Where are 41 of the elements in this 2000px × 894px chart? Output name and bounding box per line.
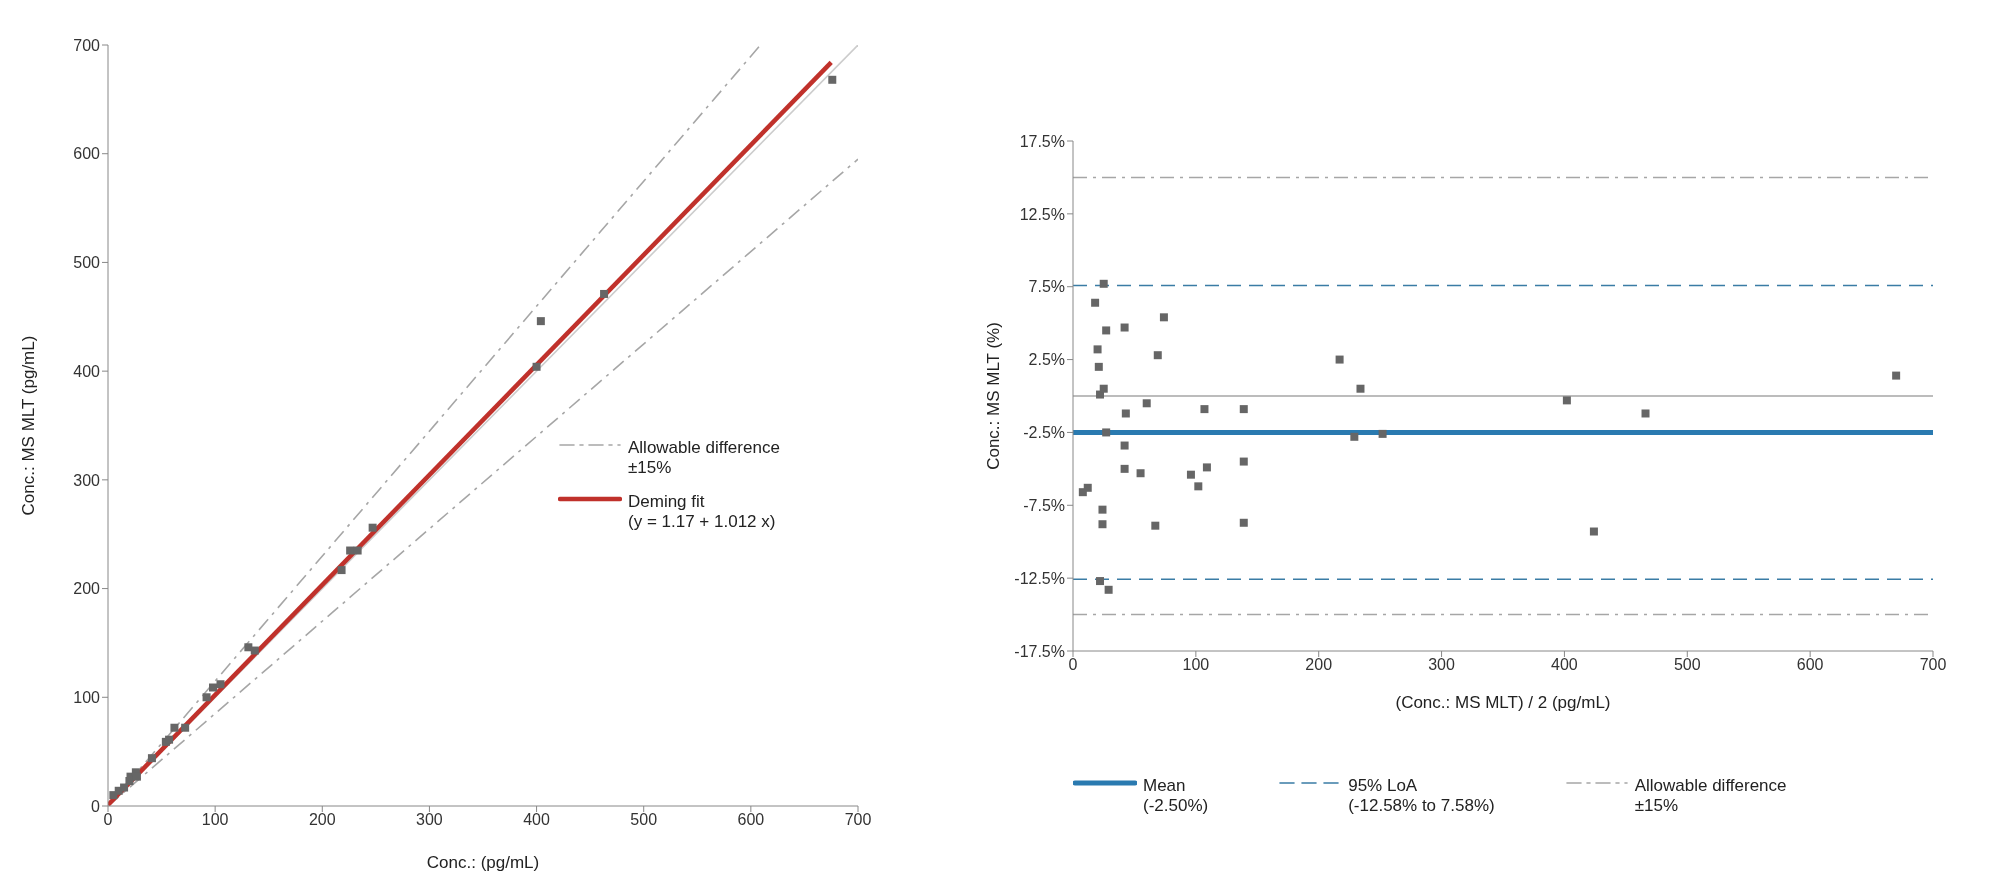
y-tick-label: -2.5%: [1023, 424, 1065, 442]
x-tick-label: 700: [1919, 656, 1947, 674]
legend-label: Allowable difference ±15%: [1634, 776, 1787, 816]
y-axis-title: Conc.: MS MLT (pg/mL): [19, 335, 39, 516]
x-tick-label: 600: [737, 811, 765, 829]
y-tick-label: -12.5%: [1014, 569, 1065, 587]
x-tick-label: 400: [1551, 656, 1578, 674]
y-tick-label: 300: [73, 471, 101, 489]
x-tick-label: 700: [844, 811, 872, 829]
x-tick-label: 300: [416, 811, 443, 829]
y-tick-label: -17.5%: [1014, 642, 1065, 660]
x-tick-label: 400: [523, 811, 551, 829]
x-tick-label: 200: [308, 811, 336, 829]
y-tick-label: 100: [73, 688, 101, 706]
y-tick-label: 12.5%: [1019, 205, 1065, 223]
x-tick-label: 600: [1796, 656, 1824, 674]
y-tick-label: 700: [73, 36, 101, 54]
y-tick-label: 400: [73, 362, 101, 380]
y-tick-label: 2.5%: [1028, 351, 1065, 369]
x-tick-label: 0: [1068, 656, 1078, 674]
y-tick-label: 17.5%: [1019, 132, 1065, 150]
y-tick-label: 0: [91, 797, 101, 815]
legend-label: Deming fit (y = 1.17 + 1.012 x): [628, 492, 776, 532]
y-axis-title: Conc.: MS MLT (%): [984, 322, 1004, 470]
x-axis-title: Conc.: (pg/mL): [426, 853, 540, 872]
x-tick-label: 500: [630, 811, 658, 829]
x-tick-label: 100: [201, 811, 229, 829]
x-axis-title: (Conc.: MS MLT) / 2 (pg/mL): [1395, 693, 1611, 712]
x-tick-label: 100: [1182, 656, 1210, 674]
x-tick-label: 500: [1673, 656, 1701, 674]
y-tick-label: 600: [73, 145, 101, 163]
legend-label: 95% LoA (-12.58% to 7.58%): [1348, 776, 1495, 816]
x-tick-label: 300: [1428, 656, 1456, 674]
x-tick-label: 200: [1305, 656, 1333, 674]
x-tick-label: 0: [103, 811, 113, 829]
y-tick-label: 500: [73, 254, 101, 272]
legend-label: Mean (-2.50%): [1143, 776, 1209, 816]
y-tick-label: -7.5%: [1023, 496, 1065, 514]
y-tick-label: 200: [73, 580, 101, 598]
legend-label: Allowable difference ±15%: [628, 438, 780, 478]
y-tick-label: 7.5%: [1028, 278, 1065, 296]
